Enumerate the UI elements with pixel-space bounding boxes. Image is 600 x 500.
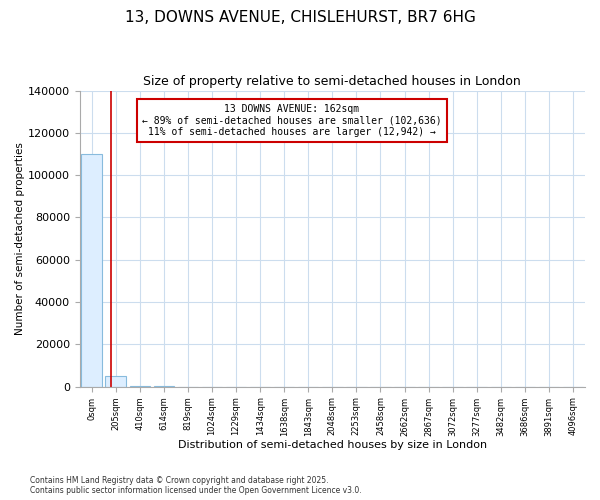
Bar — [82, 154, 102, 386]
Bar — [106, 376, 126, 386]
Y-axis label: Number of semi-detached properties: Number of semi-detached properties — [15, 142, 25, 335]
Text: 13, DOWNS AVENUE, CHISLEHURST, BR7 6HG: 13, DOWNS AVENUE, CHISLEHURST, BR7 6HG — [125, 10, 475, 25]
Text: Contains HM Land Registry data © Crown copyright and database right 2025.
Contai: Contains HM Land Registry data © Crown c… — [30, 476, 362, 495]
Text: 13 DOWNS AVENUE: 162sqm
← 89% of semi-detached houses are smaller (102,636)
11% : 13 DOWNS AVENUE: 162sqm ← 89% of semi-de… — [142, 104, 442, 137]
Title: Size of property relative to semi-detached houses in London: Size of property relative to semi-detach… — [143, 75, 521, 88]
X-axis label: Distribution of semi-detached houses by size in London: Distribution of semi-detached houses by … — [178, 440, 487, 450]
